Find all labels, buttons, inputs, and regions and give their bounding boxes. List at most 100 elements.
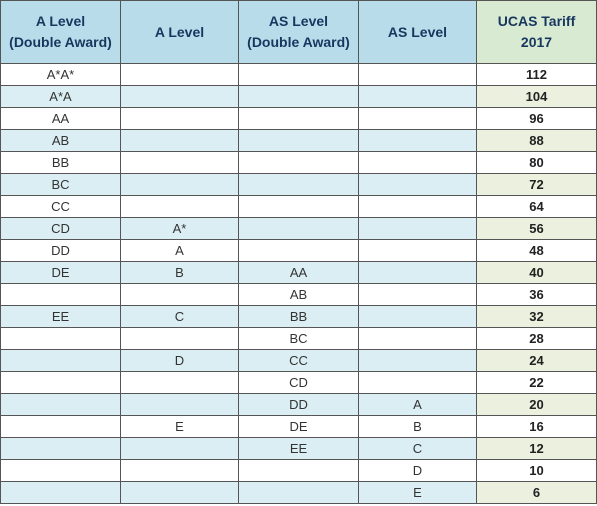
cell-a-level-double [0, 349, 121, 372]
cell-a-level: A* [120, 217, 239, 240]
cell-ucas-points: 36 [476, 283, 597, 306]
header-as-level-label: AS Level [387, 23, 448, 40]
cell-a-level-double [0, 371, 121, 394]
cell-as-level-double [238, 239, 359, 262]
cell-ucas-points: 72 [476, 173, 597, 196]
cell-a-level-double [0, 481, 121, 504]
table-row: D 10 [0, 459, 597, 482]
cell-as-level [358, 327, 477, 350]
cell-a-level [120, 107, 239, 130]
cell-as-level-double [238, 151, 359, 174]
cell-a-level [120, 459, 239, 482]
header-ucas-line2: 2017 [520, 34, 553, 50]
cell-as-level: C [358, 437, 477, 460]
cell-as-level [358, 195, 477, 218]
cell-as-level [358, 129, 477, 152]
cell-as-level-double [238, 217, 359, 240]
table-row: BC 72 [0, 173, 597, 196]
header-as-level-double-line2: (Double Award) [247, 34, 350, 50]
cell-as-level-double: DE [238, 415, 359, 438]
header-ucas-tariff: UCAS Tariff 2017 [476, 0, 597, 64]
cell-a-level [120, 437, 239, 460]
table-row: BB 80 [0, 151, 597, 174]
header-a-level-label: A Level [154, 23, 205, 40]
cell-as-level [358, 63, 477, 86]
cell-a-level [120, 327, 239, 350]
cell-a-level [120, 371, 239, 394]
cell-as-level-double [238, 459, 359, 482]
table-row: DE B AA 40 [0, 261, 597, 284]
cell-a-level [120, 283, 239, 306]
table-body: A*A* 112 A*A 104 AA 96 AB 88 BB 80 BC 72 CC 64 CD A* 56 D… [0, 63, 597, 504]
cell-ucas-points: 40 [476, 261, 597, 284]
cell-ucas-points: 20 [476, 393, 597, 416]
cell-as-level-double [238, 195, 359, 218]
header-a-level-double-line2: (Double Award) [9, 34, 112, 50]
table-row: AA 96 [0, 107, 597, 130]
cell-a-level-double: BB [0, 151, 121, 174]
cell-as-level [358, 217, 477, 240]
cell-ucas-points: 48 [476, 239, 597, 262]
cell-as-level [358, 151, 477, 174]
cell-as-level-double: BC [238, 327, 359, 350]
cell-a-level: C [120, 305, 239, 328]
cell-a-level [120, 195, 239, 218]
cell-as-level-double [238, 129, 359, 152]
cell-ucas-points: 22 [476, 371, 597, 394]
cell-as-level [358, 371, 477, 394]
cell-as-level-double: CD [238, 371, 359, 394]
cell-as-level-double [238, 63, 359, 86]
cell-as-level [358, 349, 477, 372]
cell-as-level-double: EE [238, 437, 359, 460]
cell-ucas-points: 112 [476, 63, 597, 86]
table-row: CD A* 56 [0, 217, 597, 240]
table-header-row: A Level (Double Award) A Level AS Level … [0, 0, 597, 64]
cell-as-level-double: AA [238, 261, 359, 284]
header-as-level: AS Level [358, 0, 477, 64]
cell-as-level-double: CC [238, 349, 359, 372]
cell-a-level [120, 393, 239, 416]
cell-as-level: E [358, 481, 477, 504]
cell-a-level: B [120, 261, 239, 284]
cell-a-level-double: AB [0, 129, 121, 152]
cell-a-level-double: EE [0, 305, 121, 328]
table-row: EE C BB 32 [0, 305, 597, 328]
cell-a-level-double [0, 459, 121, 482]
table-row: EE C 12 [0, 437, 597, 460]
table-row: DD A 48 [0, 239, 597, 262]
header-ucas-line1: UCAS Tariff [497, 13, 576, 29]
cell-as-level [358, 173, 477, 196]
cell-ucas-points: 28 [476, 327, 597, 350]
cell-ucas-points: 6 [476, 481, 597, 504]
table-row: AB 36 [0, 283, 597, 306]
cell-a-level-double: CD [0, 217, 121, 240]
cell-as-level [358, 107, 477, 130]
cell-a-level-double: CC [0, 195, 121, 218]
table-row: AB 88 [0, 129, 597, 152]
cell-ucas-points: 56 [476, 217, 597, 240]
cell-a-level [120, 85, 239, 108]
cell-a-level-double: BC [0, 173, 121, 196]
cell-as-level [358, 239, 477, 262]
cell-a-level-double: A*A* [0, 63, 121, 86]
cell-a-level [120, 63, 239, 86]
cell-a-level [120, 129, 239, 152]
cell-ucas-points: 80 [476, 151, 597, 174]
cell-ucas-points: 104 [476, 85, 597, 108]
cell-a-level [120, 173, 239, 196]
cell-as-level-double [238, 481, 359, 504]
cell-as-level-double: DD [238, 393, 359, 416]
cell-a-level-double [0, 327, 121, 350]
cell-a-level [120, 151, 239, 174]
cell-a-level-double: DD [0, 239, 121, 262]
cell-a-level-double: AA [0, 107, 121, 130]
cell-a-level: A [120, 239, 239, 262]
cell-as-level-double [238, 107, 359, 130]
cell-ucas-points: 12 [476, 437, 597, 460]
cell-as-level: D [358, 459, 477, 482]
table-row: E DE B 16 [0, 415, 597, 438]
cell-as-level: A [358, 393, 477, 416]
table-row: A*A* 112 [0, 63, 597, 86]
